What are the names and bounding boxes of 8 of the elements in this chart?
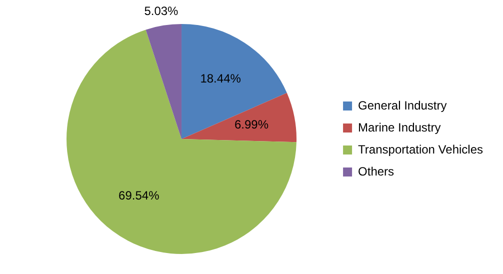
legend-label: Transportation Vehicles [358,142,484,156]
legend-label: General Industry [358,98,447,112]
data-label: 18.44% [200,72,242,86]
legend-label: Marine Industry [358,120,441,134]
data-label: 5.03% [144,4,179,18]
legend-label: Others [358,164,394,178]
data-label: 69.54% [118,188,160,202]
data-label: 6.99% [234,118,269,132]
